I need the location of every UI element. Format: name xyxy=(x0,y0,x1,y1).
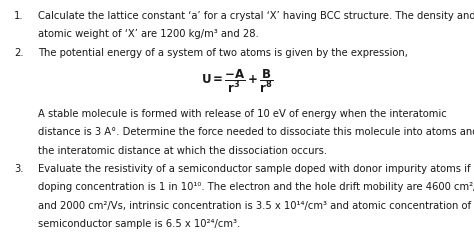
Text: 3.: 3. xyxy=(14,164,24,174)
Text: doping concentration is 1 in 10¹⁰. The electron and the hole drift mobility are : doping concentration is 1 in 10¹⁰. The e… xyxy=(38,182,474,192)
Text: and 2000 cm²/Vs, intrinsic concentration is 3.5 x 10¹⁴/cm³ and atomic concentrat: and 2000 cm²/Vs, intrinsic concentration… xyxy=(38,201,474,211)
Text: The potential energy of a system of two atoms is given by the expression,: The potential energy of a system of two … xyxy=(38,48,408,58)
Text: A stable molecule is formed with release of 10 eV of energy when the interatomic: A stable molecule is formed with release… xyxy=(38,109,447,119)
Text: Evaluate the resistivity of a semiconductor sample doped with donor impurity ato: Evaluate the resistivity of a semiconduc… xyxy=(38,164,474,174)
Text: atomic weight of ‘X’ are 1200 kg/m³ and 28.: atomic weight of ‘X’ are 1200 kg/m³ and … xyxy=(38,29,259,39)
Text: 2.: 2. xyxy=(14,48,24,58)
Text: 1.: 1. xyxy=(14,11,24,21)
Text: the interatomic distance at which the dissociation occurs.: the interatomic distance at which the di… xyxy=(38,146,327,156)
Text: semiconductor sample is 6.5 x 10²⁴/cm³.: semiconductor sample is 6.5 x 10²⁴/cm³. xyxy=(38,219,240,229)
Text: $\mathbf{U = \dfrac{-A}{r^3} + \dfrac{B}{r^8}}$: $\mathbf{U = \dfrac{-A}{r^3} + \dfrac{B}… xyxy=(201,67,273,95)
Text: distance is 3 A°. Determine the force needed to dissociate this molecule into at: distance is 3 A°. Determine the force ne… xyxy=(38,127,474,137)
Text: Calculate the lattice constant ‘a’ for a crystal ‘X’ having BCC structure. The d: Calculate the lattice constant ‘a’ for a… xyxy=(38,11,474,21)
